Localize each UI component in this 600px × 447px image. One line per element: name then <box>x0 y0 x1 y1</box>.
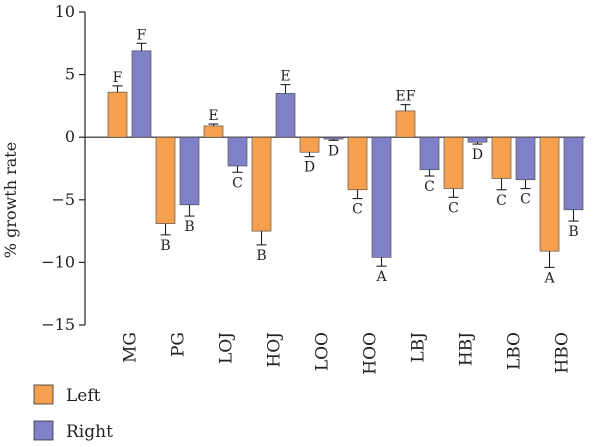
significance-letter: B <box>256 248 266 264</box>
significance-letter: EF <box>396 89 416 105</box>
bar <box>563 136 584 211</box>
bar <box>323 136 344 140</box>
legend-label-right: Right <box>66 422 113 442</box>
bar <box>395 110 416 138</box>
significance-letter: B <box>184 219 194 235</box>
bar <box>515 136 536 181</box>
category-label: MG <box>121 332 141 363</box>
y-tick-label: 0 <box>65 127 75 146</box>
significance-letter: C <box>520 192 531 208</box>
category-label: LOJ <box>217 332 237 364</box>
significance-letter: C <box>232 175 243 191</box>
bar <box>227 136 248 167</box>
bar <box>131 50 152 138</box>
significance-letter: F <box>113 70 123 86</box>
significance-letter: B <box>160 238 170 254</box>
category-label: HOJ <box>265 332 285 368</box>
significance-letter: A <box>543 270 555 286</box>
legend-swatch-right <box>33 420 54 441</box>
significance-letter: F <box>137 27 147 43</box>
category-label: HBO <box>553 332 573 374</box>
significance-letter: E <box>280 69 290 85</box>
bar <box>371 136 392 258</box>
category-label: LBO <box>505 332 525 370</box>
significance-letter: C <box>448 200 459 216</box>
y-tick-label: −5 <box>51 190 75 209</box>
significance-letter: D <box>304 160 315 176</box>
legend-label-left: Left <box>66 386 101 406</box>
y-tick-label: −10 <box>41 252 75 271</box>
bar <box>179 136 200 206</box>
legend: Left Right <box>33 384 113 442</box>
y-tick-label: 10 <box>55 2 75 21</box>
category-label: LOO <box>313 332 333 371</box>
significance-letter: D <box>328 143 339 159</box>
bar <box>155 136 176 224</box>
bar <box>275 93 296 138</box>
category-label: HOO <box>361 332 381 375</box>
bar <box>299 136 320 153</box>
bar <box>107 91 128 138</box>
significance-letter: D <box>472 147 483 163</box>
bar <box>467 136 488 143</box>
bar <box>419 136 440 171</box>
bar <box>443 136 464 189</box>
category-label: HBJ <box>457 332 477 366</box>
bar <box>347 136 368 191</box>
bar <box>203 125 224 138</box>
y-axis-title: % growth rate <box>1 142 20 258</box>
category-label: LBJ <box>409 332 429 363</box>
bar <box>539 136 560 252</box>
significance-letter: C <box>424 179 435 195</box>
category-labels: MG PG LOJ HOJ LOO HOO LBJ HBJ LBO HBO <box>121 332 573 375</box>
y-tick-label: 5 <box>65 65 75 84</box>
significance-letter: A <box>375 269 387 285</box>
y-tick-label: −15 <box>41 315 75 334</box>
bar <box>251 136 272 232</box>
bar <box>491 136 512 179</box>
significance-letter: E <box>208 108 218 124</box>
category-label: PG <box>169 332 189 357</box>
significance-letter: C <box>352 202 363 218</box>
significance-letter: B <box>568 224 578 240</box>
legend-swatch-left <box>33 384 54 405</box>
significance-letter: C <box>496 193 507 209</box>
